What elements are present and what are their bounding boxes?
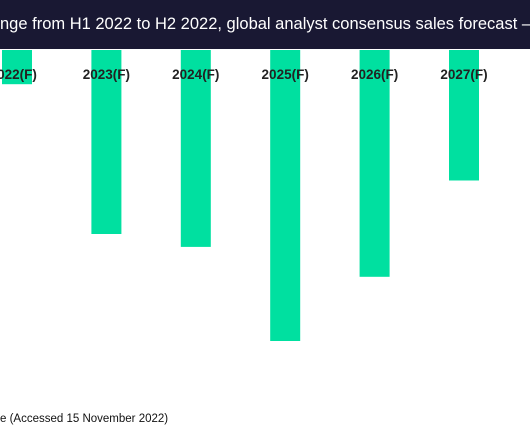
bar-chart: 022(F) 2023(F) 2024(F) 2025(F) 2026(F) 2027(F… <box>0 50 488 341</box>
x-tick-label: 2025(F) <box>262 67 309 82</box>
x-tick-label: 022(F) <box>0 67 37 82</box>
bar-022f <box>2 50 32 85</box>
x-tick-label: 2024(F) <box>172 67 219 82</box>
chart-title-bar: nge from H1 2022 to H2 2022, global anal… <box>0 0 530 49</box>
bar-2023f <box>91 50 122 234</box>
x-tick-label: 2023(F) <box>83 67 130 82</box>
chart-title: nge from H1 2022 to H2 2022, global anal… <box>0 15 530 33</box>
bar-2024f <box>180 50 211 247</box>
x-tick-label: 2027(F) <box>440 67 487 82</box>
bar-2026f <box>359 50 390 277</box>
source-note: e (Accessed 15 November 2022) <box>0 413 169 425</box>
x-tick-label: 2026(F) <box>351 67 398 82</box>
bar-2027f <box>449 50 479 181</box>
bar-2025f <box>270 50 301 341</box>
